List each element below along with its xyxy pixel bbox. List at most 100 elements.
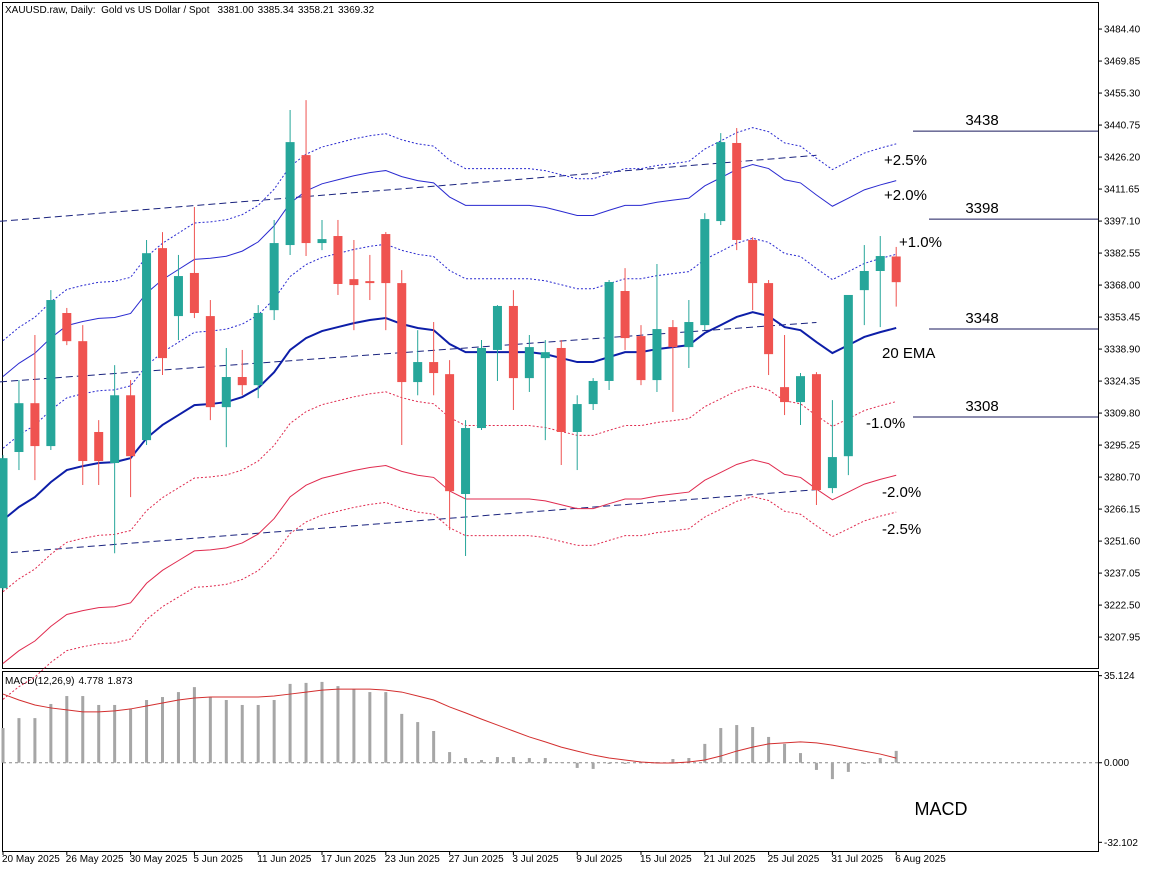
macd-bar <box>161 697 164 763</box>
macd-bar <box>767 736 771 763</box>
y-tick-label: 3455.30 <box>1104 89 1141 100</box>
macd-header: MACD(12,26,9) 4.778 1.873 <box>5 676 133 687</box>
candle-body <box>0 458 8 589</box>
y-tick-label: 3338.90 <box>1104 345 1141 356</box>
envelope-label: -2.0% <box>882 484 921 501</box>
macd-bar <box>304 682 308 763</box>
macd-bar <box>799 753 802 763</box>
candle-body <box>94 431 104 462</box>
macd-bar <box>575 762 579 768</box>
macd-bar <box>480 760 483 763</box>
y-tick-label: 3426.20 <box>1104 153 1141 164</box>
quote-close: 3369.32 <box>338 5 375 16</box>
macd-bar <box>894 750 898 763</box>
envelope-label: +2.5% <box>884 152 927 169</box>
level-label: 3398 <box>965 200 998 217</box>
envelope-line <box>2 127 897 342</box>
candle-body <box>796 376 805 403</box>
candle-body <box>285 142 295 246</box>
y-tick-label: 35.124 <box>1104 671 1135 682</box>
macd-bar <box>448 752 452 763</box>
macd-bar <box>288 683 292 763</box>
candle-body <box>859 270 869 291</box>
candle-body <box>301 155 311 244</box>
y-tick-label: 3237.05 <box>1104 569 1141 580</box>
macd-bar <box>336 686 340 763</box>
x-tick-label: 21 Jul 2025 <box>704 854 756 865</box>
candle-body <box>875 256 885 271</box>
macd-bar <box>145 700 149 763</box>
ema-label: 20 EMA <box>882 345 935 362</box>
quote-open: 3381.00 <box>218 5 255 16</box>
y-tick-label: 0.000 <box>1104 758 1129 769</box>
x-tick-label: 30 May 2025 <box>130 854 188 865</box>
macd-bar <box>846 762 850 772</box>
x-tick-label: 17 Jun 2025 <box>321 854 376 865</box>
macd-bar <box>591 762 595 769</box>
candle-body <box>62 313 72 342</box>
x-tick-label: 26 May 2025 <box>66 854 124 865</box>
candle-body <box>477 347 486 429</box>
y-tick-label: 3309.80 <box>1104 409 1141 420</box>
macd-bar <box>607 762 611 764</box>
x-tick-label: 9 Jul 2025 <box>576 854 623 865</box>
macd-bar <box>224 700 228 763</box>
trend-line <box>0 154 817 222</box>
candle-body <box>684 322 694 348</box>
macd-bar <box>33 718 37 763</box>
x-tick-label: 5 Jun 2025 <box>193 854 243 865</box>
macd-bar <box>97 704 101 763</box>
macd-bar <box>671 759 675 763</box>
y-tick-label: 3368.00 <box>1104 281 1141 292</box>
macd-bar <box>543 758 547 763</box>
macd-title: MACD(12,26,9) <box>5 676 74 687</box>
macd-bar <box>735 725 739 763</box>
candle-body <box>445 374 455 492</box>
candle-body <box>30 403 40 447</box>
candle-body <box>843 294 853 457</box>
candle-body <box>764 283 774 355</box>
envelope-line <box>2 237 897 449</box>
macd-bar <box>256 704 260 763</box>
macd-bar <box>814 762 818 770</box>
candle-body <box>524 347 534 379</box>
macd-bar <box>623 762 627 764</box>
macd-bar <box>655 761 659 763</box>
candle-body <box>748 239 758 284</box>
candle-body <box>429 362 439 374</box>
candle-body <box>811 374 821 491</box>
macd-annotation: MACD <box>915 799 968 819</box>
candle-body <box>652 329 662 381</box>
y-tick-label: 3440.75 <box>1104 121 1141 132</box>
candle-body <box>110 395 120 464</box>
candle-body <box>572 404 582 432</box>
candle-body <box>636 336 646 381</box>
y-tick-label: 3207.95 <box>1104 633 1141 644</box>
macd-bar <box>320 681 324 763</box>
candle-body <box>205 316 215 408</box>
macd-value: 4.778 <box>78 676 103 687</box>
envelope-label: -1.0% <box>866 415 905 432</box>
y-tick-label: 3353.45 <box>1104 313 1141 324</box>
candle-body <box>317 239 327 244</box>
envelope-label: +1.0% <box>899 234 942 251</box>
y-tick-label: 3382.55 <box>1104 249 1141 260</box>
macd-bar <box>49 703 53 763</box>
candle-body <box>189 272 199 314</box>
quote-high: 3385.34 <box>258 5 295 16</box>
candle-body <box>126 395 136 457</box>
macd-bar <box>639 762 643 764</box>
x-tick-label: 3 Jul 2025 <box>512 854 559 865</box>
candle-body <box>716 142 726 222</box>
candle-body <box>269 243 279 311</box>
y-tick-label: 3484.40 <box>1104 25 1141 36</box>
chart-header: XAUUSD.raw, Daily: Gold vs US Dollar / S… <box>5 5 375 16</box>
macd-bar <box>368 692 372 763</box>
chart-title: XAUUSD.raw, Daily: Gold vs US Dollar / S… <box>5 5 210 16</box>
macd-bar <box>432 731 436 763</box>
candle-body <box>142 253 152 441</box>
macd-bar <box>416 722 420 763</box>
trend-line <box>0 489 817 554</box>
envelope-line <box>2 163 897 377</box>
y-tick-label: 3295.25 <box>1104 441 1141 452</box>
